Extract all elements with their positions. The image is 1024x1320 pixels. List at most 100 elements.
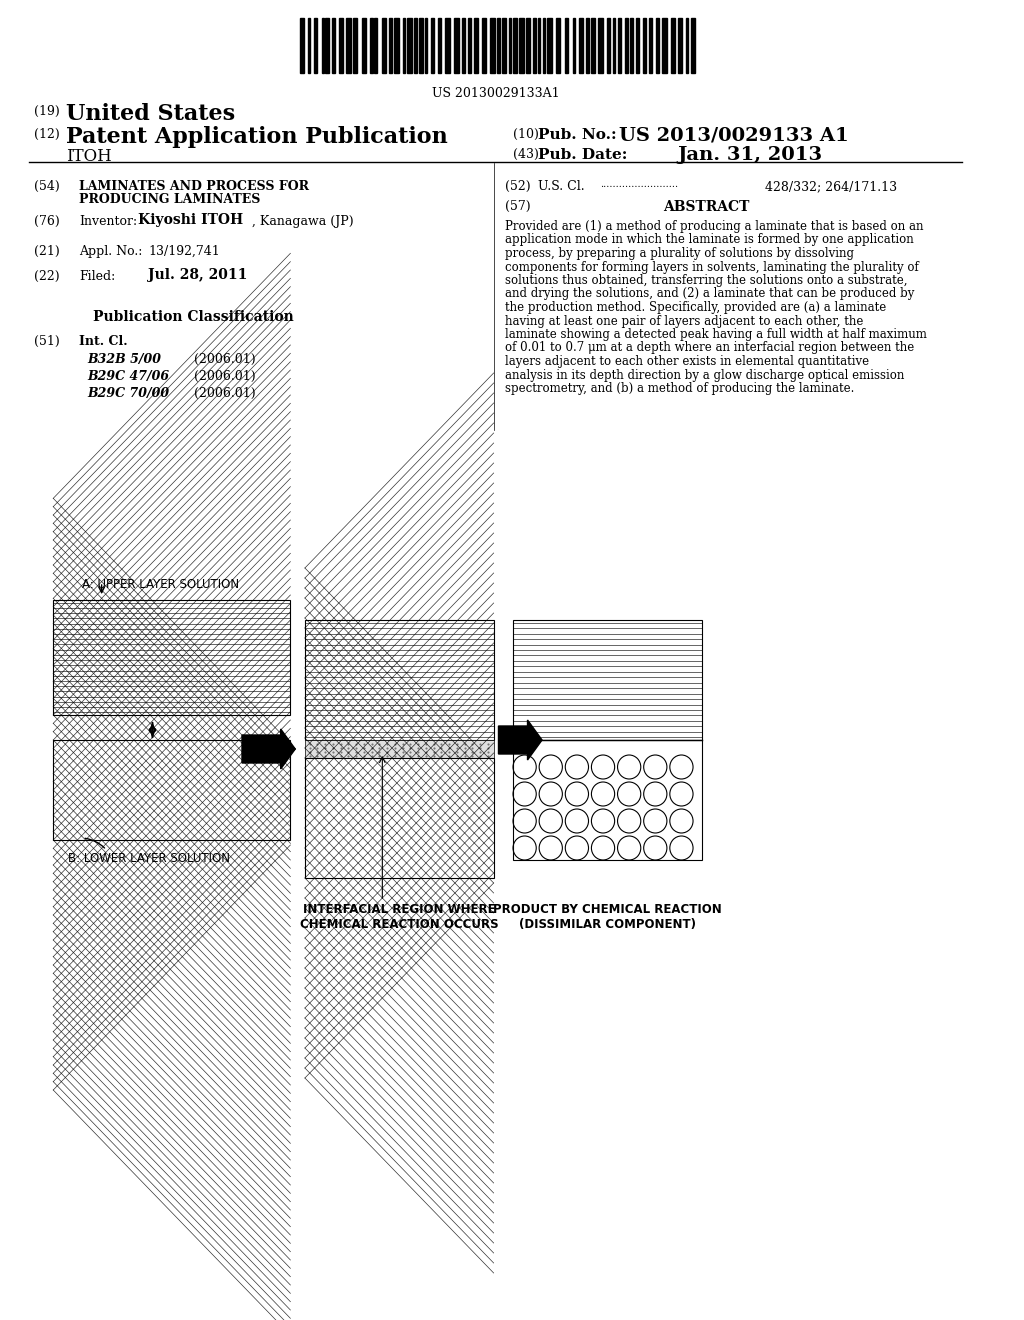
Bar — [490, 18, 495, 73]
Bar — [375, 18, 377, 73]
Text: analysis in its depth direction by a glow discharge optical emission: analysis in its depth direction by a glo… — [505, 368, 904, 381]
Bar — [513, 620, 701, 741]
Text: application mode in which the laminate is formed by one application: application mode in which the laminate i… — [505, 234, 914, 247]
Bar — [525, 18, 530, 73]
Bar — [394, 18, 398, 73]
Text: LAMINATES AND PROCESS FOR: LAMINATES AND PROCESS FOR — [80, 180, 309, 193]
Bar — [548, 18, 552, 73]
Bar — [419, 18, 423, 73]
Text: 13/192,741: 13/192,741 — [148, 246, 220, 257]
Bar — [607, 18, 610, 73]
Bar — [497, 18, 501, 73]
Text: B29C 70/00: B29C 70/00 — [87, 387, 169, 400]
Bar — [403, 18, 406, 73]
Text: Inventor:: Inventor: — [80, 215, 137, 228]
Bar — [612, 18, 615, 73]
Text: process, by preparing a plurality of solutions by dissolving: process, by preparing a plurality of sol… — [505, 247, 854, 260]
Text: having at least one pair of layers adjacent to each other, the: having at least one pair of layers adjac… — [505, 314, 863, 327]
Bar — [474, 18, 477, 73]
FancyArrow shape — [242, 729, 295, 770]
Bar — [649, 18, 651, 73]
Bar — [438, 18, 440, 73]
Bar — [445, 18, 450, 73]
Bar — [389, 18, 391, 73]
Text: spectrometry, and (b) a method of producing the laminate.: spectrometry, and (b) a method of produc… — [505, 381, 855, 395]
Bar — [580, 18, 583, 73]
Text: Filed:: Filed: — [80, 271, 116, 282]
Text: Publication Classification: Publication Classification — [93, 310, 294, 323]
Text: Jan. 31, 2013: Jan. 31, 2013 — [678, 147, 822, 164]
Bar — [305, 758, 494, 878]
Bar — [587, 18, 589, 73]
Bar — [509, 18, 511, 73]
Text: (2006.01): (2006.01) — [194, 370, 255, 383]
Text: Appl. No.:: Appl. No.: — [80, 246, 142, 257]
Bar — [346, 18, 351, 73]
Text: (57): (57) — [505, 201, 530, 213]
Text: United States: United States — [66, 103, 234, 125]
Bar — [53, 741, 291, 840]
Text: solutions thus obtained, transferring the solutions onto a substrate,: solutions thus obtained, transferring th… — [505, 275, 907, 286]
Text: (76): (76) — [34, 215, 63, 228]
Bar — [656, 18, 658, 73]
Bar — [462, 18, 465, 73]
Bar — [643, 18, 646, 73]
Text: Jul. 28, 2011: Jul. 28, 2011 — [148, 268, 248, 282]
Text: layers adjacent to each other exists in elemental quantitative: layers adjacent to each other exists in … — [505, 355, 869, 368]
Text: components for forming layers in solvents, laminating the plurality of: components for forming layers in solvent… — [505, 260, 919, 273]
Text: INTERFACIAL REGION WHERE
CHEMICAL REACTION OCCURS: INTERFACIAL REGION WHERE CHEMICAL REACTI… — [300, 903, 499, 931]
Text: (54): (54) — [34, 180, 63, 193]
Text: , Kanagawa (JP): , Kanagawa (JP) — [252, 215, 353, 228]
Bar — [630, 18, 634, 73]
Text: B29C 47/06: B29C 47/06 — [87, 370, 169, 383]
Bar — [415, 18, 417, 73]
Bar — [454, 18, 459, 73]
Text: Provided are (1) a method of producing a laminate that is based on an: Provided are (1) a method of producing a… — [505, 220, 924, 234]
Bar — [564, 18, 568, 73]
Text: 428/332; 264/171.13: 428/332; 264/171.13 — [765, 180, 897, 193]
Bar — [539, 18, 541, 73]
Bar — [382, 18, 386, 73]
Bar — [543, 18, 545, 73]
FancyArrow shape — [499, 719, 542, 760]
Bar — [513, 18, 517, 73]
Bar — [671, 18, 675, 73]
Text: laminate showing a detected peak having a full width at half maximum: laminate showing a detected peak having … — [505, 327, 927, 341]
Text: (52): (52) — [505, 180, 535, 193]
Bar — [407, 18, 412, 73]
Bar — [339, 18, 343, 73]
Bar — [502, 18, 506, 73]
Bar — [326, 18, 329, 73]
Text: .........................: ......................... — [600, 180, 678, 189]
Bar — [430, 18, 434, 73]
Bar — [663, 18, 667, 73]
Text: (43): (43) — [513, 148, 543, 161]
Bar — [618, 18, 621, 73]
Text: (22): (22) — [34, 271, 63, 282]
Bar — [332, 18, 336, 73]
Text: (2006.01): (2006.01) — [194, 387, 255, 400]
Bar — [519, 18, 524, 73]
Bar — [305, 620, 494, 741]
Text: ABSTRACT: ABSTRACT — [664, 201, 750, 214]
Bar — [313, 18, 317, 73]
Bar — [300, 18, 304, 73]
Bar — [308, 18, 310, 73]
Text: (51): (51) — [34, 335, 63, 348]
Text: the production method. Specifically, provided are (a) a laminate: the production method. Specifically, pro… — [505, 301, 887, 314]
Text: Pub. Date:: Pub. Date: — [539, 148, 628, 162]
Bar — [352, 18, 357, 73]
Bar — [690, 18, 695, 73]
Bar — [598, 18, 603, 73]
Text: B: LOWER LAYER SOLUTION: B: LOWER LAYER SOLUTION — [68, 851, 229, 865]
Text: (21): (21) — [34, 246, 63, 257]
Bar — [678, 18, 682, 73]
Bar — [482, 18, 485, 73]
Bar — [305, 741, 494, 758]
Bar — [636, 18, 639, 73]
Text: of 0.01 to 0.7 μm at a depth where an interfacial region between the: of 0.01 to 0.7 μm at a depth where an in… — [505, 342, 914, 355]
Text: A: UPPER LAYER SOLUTION: A: UPPER LAYER SOLUTION — [82, 578, 240, 591]
Bar — [361, 18, 367, 73]
Text: (19): (19) — [34, 106, 63, 117]
Bar — [513, 741, 701, 861]
